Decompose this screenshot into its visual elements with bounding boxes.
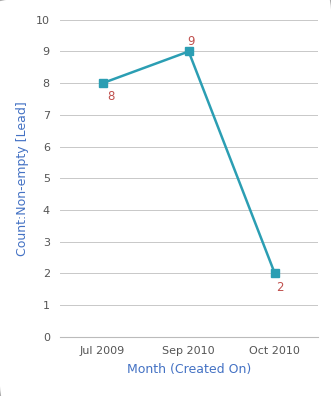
Text: 8: 8 (107, 90, 115, 103)
Text: 9: 9 (188, 34, 195, 48)
Text: 2: 2 (276, 281, 284, 294)
X-axis label: Month (Created On): Month (Created On) (126, 363, 251, 376)
Y-axis label: Count:Non-empty [Lead]: Count:Non-empty [Lead] (16, 101, 29, 255)
